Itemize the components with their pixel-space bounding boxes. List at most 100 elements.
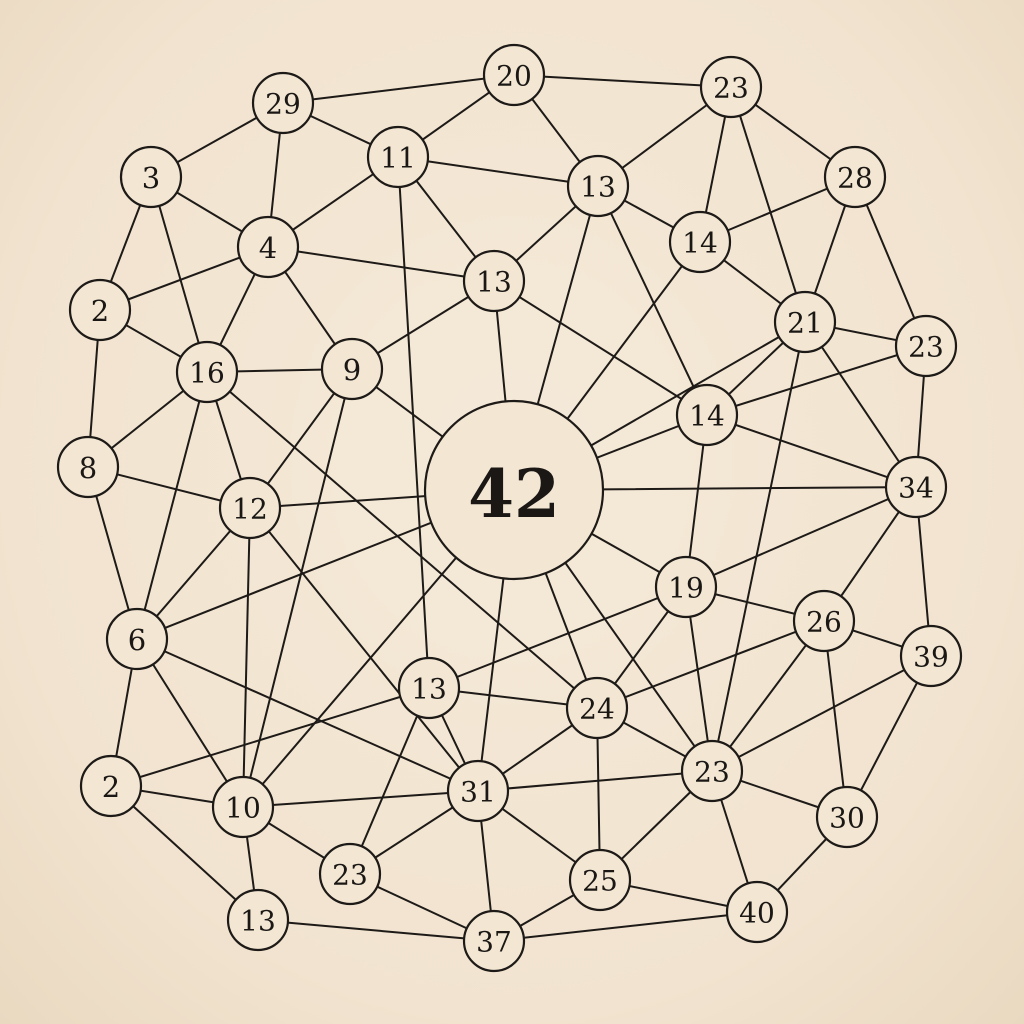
edge-n28-n31 (477, 770, 713, 792)
node-label: 39 (913, 641, 949, 674)
edge-n4-n6 (397, 156, 599, 187)
node-circle (211, 775, 275, 839)
graph-node: 12 (218, 476, 282, 540)
graph-node: 13 (462, 249, 526, 313)
graph-node: 29 (251, 71, 315, 135)
graph-node: 34 (884, 455, 948, 519)
node-circle (815, 785, 879, 849)
node-label: 16 (189, 357, 225, 390)
edge-n6-n16 (597, 185, 708, 416)
edge-n21-n30 (823, 620, 848, 818)
node-circle (675, 383, 739, 447)
node-circle (565, 676, 629, 740)
node-circle (654, 555, 718, 619)
node-label: 14 (682, 227, 718, 260)
edge-n21-n25 (596, 620, 825, 709)
graph-node: 9 (320, 337, 384, 401)
edge-n12-n31 (711, 321, 806, 772)
edge-n16-n18 (706, 414, 917, 488)
node-circle (894, 314, 958, 378)
edge-n14-n25 (206, 371, 598, 709)
edge-n28-n29 (242, 790, 479, 808)
node-circle (884, 455, 948, 519)
edge-n3-n1 (282, 74, 515, 104)
node-circle (119, 145, 183, 209)
node-label: 34 (898, 472, 934, 505)
node-circle (680, 739, 744, 803)
node-label: 13 (240, 905, 276, 938)
edge-n1-n2 (513, 74, 732, 88)
node-label: 9 (343, 353, 361, 387)
node-label: 13 (411, 673, 447, 706)
node-circle (773, 290, 837, 354)
node-label: 3 (142, 161, 160, 195)
node-label: 11 (380, 142, 416, 175)
graph-node: 14 (675, 383, 739, 447)
node-label: 6 (128, 623, 146, 657)
node-circle (320, 337, 384, 401)
node-label: 2 (102, 770, 120, 804)
edge-n26-n34 (110, 785, 259, 921)
node-label: 19 (668, 572, 704, 605)
graph-node: 16 (175, 340, 239, 404)
node-label: 20 (496, 60, 532, 93)
edge-n2-n12 (730, 86, 806, 323)
graph-node: 13 (397, 656, 461, 720)
edge-n8-n10 (267, 246, 495, 282)
graph-node: 2 (79, 754, 143, 818)
graph-node: 13 (226, 888, 290, 952)
node-circle (236, 215, 300, 279)
edge-n12-n18 (804, 321, 917, 488)
node-label: 25 (582, 865, 618, 898)
graph-node: 39 (899, 624, 963, 688)
node-label: 21 (787, 307, 823, 340)
graph-node: 14 (668, 210, 732, 274)
edge-n23-n31 (711, 655, 932, 772)
graph-node: 21 (773, 290, 837, 354)
node-label: 2 (91, 294, 109, 328)
node-label: 23 (908, 331, 944, 364)
node-label: 10 (225, 792, 261, 825)
node-label: 31 (460, 776, 496, 809)
edge-n20-n24 (428, 586, 687, 689)
node-label: 12 (232, 493, 268, 526)
node-circle (462, 909, 526, 973)
edge-n21-n31 (711, 620, 825, 772)
node-circle (175, 340, 239, 404)
node-label: 29 (265, 88, 301, 121)
node-label: 26 (806, 606, 842, 639)
node-circle (56, 435, 120, 499)
node-label: 13 (476, 266, 512, 299)
node-circle (218, 476, 282, 540)
node-label: 14 (689, 400, 725, 433)
edge-n24-n26 (110, 687, 430, 787)
graph-node: 23 (894, 314, 958, 378)
node-circle (823, 145, 887, 209)
graph-node: 26 (792, 589, 856, 653)
node-circle (482, 43, 546, 107)
node-label: 13 (580, 171, 616, 204)
node-circle (568, 848, 632, 912)
edge-n13-n16 (706, 345, 927, 416)
node-circle (792, 589, 856, 653)
graph-node: 37 (462, 909, 526, 973)
node-label: 23 (694, 756, 730, 789)
node-label: 40 (739, 897, 775, 930)
node-label: 23 (713, 72, 749, 105)
graph-node: 28 (823, 145, 887, 209)
node-circle (397, 656, 461, 720)
edge-n5-n14 (150, 176, 208, 373)
node-label: 8 (79, 451, 97, 485)
edge-n34-n35 (257, 919, 495, 942)
edge-n10-n16 (493, 280, 708, 416)
graph-node: 24 (565, 676, 629, 740)
node-label: 30 (829, 802, 865, 835)
node-label: 24 (579, 693, 615, 726)
graph-node: 10 (211, 775, 275, 839)
graph-node: 25 (568, 848, 632, 912)
node-circle (566, 154, 630, 218)
edge-n18-n20 (685, 486, 917, 588)
